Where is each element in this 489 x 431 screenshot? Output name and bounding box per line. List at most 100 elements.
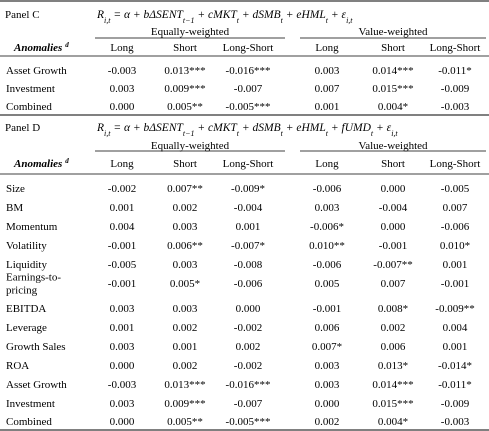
cell-value: 0.003 (315, 202, 340, 214)
anomalies-header: Anomalies d (13, 157, 69, 170)
cell-value: -0.009 (441, 83, 470, 95)
row-label: BM (6, 202, 23, 214)
cell-value: 0.008* (378, 303, 408, 315)
cell-value: 0.003 (315, 360, 340, 372)
cell-value: 0.001 (110, 322, 135, 334)
cell-value: 0.014*** (372, 65, 413, 77)
cell-value: -0.011* (438, 379, 472, 391)
cell-value: 0.015*** (372, 83, 413, 95)
cell-value: 0.001 (110, 202, 135, 214)
cell-value: 0.002 (173, 202, 198, 214)
equation-term: + fUMD (328, 122, 372, 134)
equation-subscript: i,t (346, 16, 353, 25)
group-header: Value-weighted (358, 140, 428, 152)
cell-value: 0.003 (110, 83, 135, 95)
cell-value: -0.006 (441, 221, 470, 233)
column-header: Long-Short (223, 158, 274, 170)
column-header: Long (110, 158, 134, 170)
cell-value: -0.003 (108, 65, 137, 77)
row-label: Size (6, 183, 25, 195)
anomalies-note: d (65, 41, 69, 49)
equation-term: + cMKT (195, 9, 239, 21)
cell-value: -0.003 (441, 416, 470, 428)
cell-value: 0.004* (378, 416, 408, 428)
cell-value: 0.001 (236, 221, 261, 233)
cell-value: -0.006 (313, 259, 342, 271)
equation-subscript: i,t (104, 129, 111, 138)
cell-value: 0.003 (315, 379, 340, 391)
cell-value: 0.000 (236, 303, 261, 315)
cell-value: -0.007** (373, 259, 412, 271)
column-header: Long (315, 42, 339, 54)
equation-subscript: t−1 (183, 129, 195, 138)
panel-label: Panel D (5, 122, 40, 134)
cell-value: -0.001 (379, 240, 407, 252)
cell-value: -0.001 (108, 278, 136, 290)
equation-subscript: t (237, 129, 240, 138)
equation-term: + eHML (283, 122, 326, 134)
cell-value: -0.004 (234, 202, 263, 214)
cell-value: 0.002 (173, 360, 198, 372)
cell-value: -0.007* (231, 240, 265, 252)
equation-term: + cMKT (195, 122, 239, 134)
anomalies-note: d (65, 157, 69, 165)
cell-value: 0.006 (381, 341, 406, 353)
cell-value: 0.003 (110, 303, 135, 315)
cell-value: 0.010** (309, 240, 345, 252)
cell-value: -0.007 (234, 398, 263, 410)
cell-value: 0.013*** (164, 65, 205, 77)
cell-value: 0.002 (381, 322, 406, 334)
cell-value: -0.002 (108, 183, 136, 195)
cell-value: -0.014* (438, 360, 472, 372)
cell-value: -0.009** (435, 303, 474, 315)
equation: Ri,t = α + bΔSENTt−1 + cMKTt + dSMBt + e… (96, 122, 398, 138)
anomalies-header: Anomalies d (13, 41, 69, 54)
column-header: Short (381, 158, 405, 170)
cell-value: 0.005** (167, 101, 203, 113)
row-label: pricing (6, 285, 38, 297)
cell-value: 0.003 (110, 341, 135, 353)
cell-value: -0.005*** (226, 101, 271, 113)
equation-subscript: i,t (104, 16, 111, 25)
column-header: Long (315, 158, 339, 170)
row-label: Growth Sales (6, 341, 66, 353)
cell-value: 0.002 (315, 416, 340, 428)
equation-term: R (96, 9, 104, 21)
cell-value: 0.014*** (372, 379, 413, 391)
cell-value: 0.003 (315, 65, 340, 77)
equation-term: = α + bΔSENT (110, 122, 184, 134)
cell-value: 0.007** (167, 183, 203, 195)
cell-value: -0.004 (379, 202, 408, 214)
column-header: Long-Short (430, 42, 481, 54)
row-label: Combined (6, 416, 52, 428)
cell-value: 0.000 (110, 101, 135, 113)
row-label: EBITDA (6, 303, 46, 315)
cell-value: 0.004 (443, 322, 468, 334)
row-label: Leverage (6, 322, 47, 334)
cell-value: 0.000 (381, 183, 406, 195)
group-header: Equally-weighted (151, 26, 230, 38)
row-label: Investment (6, 398, 55, 410)
cell-value: 0.001 (443, 341, 468, 353)
equation-subscript: t−1 (183, 16, 195, 25)
cell-value: 0.000 (110, 360, 135, 372)
cell-value: -0.003 (108, 379, 137, 391)
cell-value: 0.007 (315, 83, 340, 95)
row-label: Asset Growth (6, 65, 67, 77)
cell-value: 0.005* (170, 278, 200, 290)
cell-value: 0.003 (173, 221, 198, 233)
anomalies-label: Anomalies (13, 42, 62, 54)
equation-subscript: t (371, 129, 374, 138)
cell-value: 0.005 (315, 278, 340, 290)
cell-value: 0.007* (312, 341, 342, 353)
equation-subscript: t (326, 16, 329, 25)
equation-subscript: t (237, 16, 240, 25)
cell-value: 0.006 (315, 322, 340, 334)
cell-value: 0.006** (167, 240, 203, 252)
column-header: Short (173, 158, 197, 170)
equation-term: + eHML (283, 9, 326, 21)
equation-term: + dSMB (239, 9, 281, 21)
cell-value: -0.005 (108, 259, 137, 271)
